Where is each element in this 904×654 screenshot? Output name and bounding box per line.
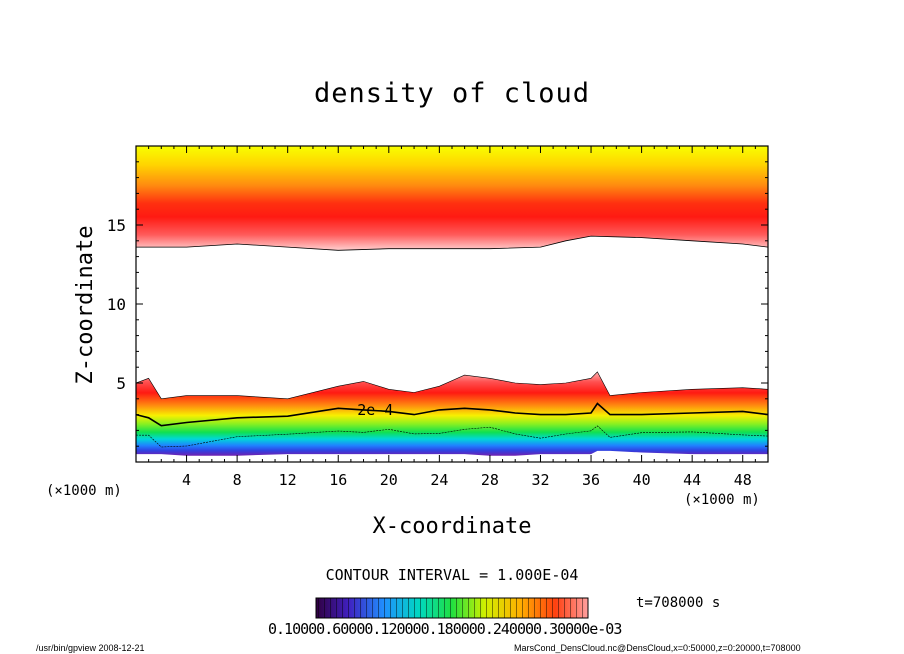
x-tick-label: 28 [481, 471, 499, 489]
lower-inner-contour [136, 425, 768, 448]
x-tick-label: 12 [279, 471, 297, 489]
x-tick-label: 44 [683, 471, 701, 489]
lower-layer-edge-contour [136, 371, 768, 400]
x-tick-label: 8 [233, 471, 242, 489]
x-tick-label: 36 [582, 471, 600, 489]
contour-line-2e-4 [136, 402, 768, 427]
x-tick-label: 40 [633, 471, 651, 489]
x-unit-label-right: (×1000 m) [684, 492, 760, 508]
y-tick-label: 15 [107, 216, 126, 235]
colorbar-lines [316, 598, 588, 618]
time-label: t=708000 s [636, 595, 721, 611]
y-axis-label: Z-coordinate [73, 225, 98, 385]
x-tick-label: 16 [329, 471, 347, 489]
y-tick-label: 5 [116, 374, 126, 393]
x-tick-label: 24 [430, 471, 448, 489]
lower-cloud-layer [136, 371, 768, 456]
x-unit-label-left: (×1000 m) [46, 483, 122, 499]
chart-title: density of cloud [313, 78, 591, 109]
x-tick-label: 20 [380, 471, 398, 489]
upper-layer-edge-contour [136, 235, 768, 251]
x-tick-label: 32 [531, 471, 549, 489]
x-tick-label: 48 [734, 471, 752, 489]
plot-area [136, 146, 768, 456]
x-tick-label: 4 [182, 471, 191, 489]
contour-interval-label: CONTOUR INTERVAL = 1.000E-04 [325, 566, 579, 584]
footer-left: /usr/bin/gpview 2008-12-21 [36, 643, 145, 653]
x-axis-label: X-coordinate [372, 514, 532, 539]
x-axis-ticks: 4 8 12 16 20 24 28 32 36 40 44 48 [148, 146, 756, 489]
contour-label: 2e-4 [357, 401, 393, 419]
y-tick-label: 10 [107, 295, 126, 314]
y-axis-ticks: 5 10 15 [107, 161, 768, 447]
footer-right: MarsCond_DensCloud.nc@DensCloud,x=0:5000… [514, 643, 801, 653]
upper-cloud-layer [136, 146, 768, 251]
colorbar-tick-labels: 0.10000.60000.120000.180000.240000.30000… [268, 620, 622, 638]
